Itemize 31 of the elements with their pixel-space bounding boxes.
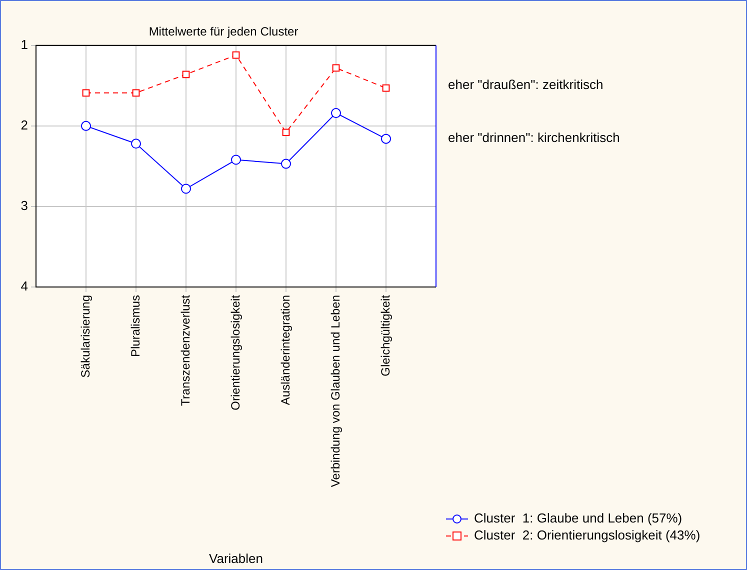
- point: [231, 154, 241, 165]
- point: [282, 128, 290, 136]
- text: eher "draußen": zeitkritisch: [448, 76, 604, 92]
- point: [381, 134, 391, 144]
- point: [132, 89, 140, 97]
- point: [232, 51, 240, 59]
- point: [382, 84, 390, 92]
- point: [81, 120, 91, 131]
- x-axis-title: Variablen: [209, 550, 263, 566]
- x-tick-label: Säkularisierung: [78, 295, 92, 378]
- x-tick-label: Transzendenzverlust: [178, 294, 192, 406]
- legend-label: Cluster 2: Orientierungslosigkeit (43%): [474, 528, 700, 543]
- x-tick-label: Gleichgültigkeit: [378, 294, 392, 376]
- point: [131, 138, 141, 149]
- y-tick-label: 1: [20, 36, 28, 52]
- chart-title: Mittelwerte für jeden Cluster: [148, 24, 298, 39]
- point: [332, 64, 340, 72]
- point: [181, 184, 191, 194]
- x-tick-label: Ausländerintegration: [278, 295, 292, 406]
- y-tick-label: 2: [20, 118, 28, 133]
- y-tick-label: 4: [20, 278, 28, 294]
- point: [182, 70, 190, 78]
- y-tick-label: 3: [20, 198, 28, 214]
- point: [281, 158, 291, 169]
- legend-label: Cluster 1: Glaube und Leben (57%): [474, 510, 682, 526]
- text: eher "drinnen": kirchenkritisch: [448, 130, 620, 145]
- point: [331, 108, 341, 118]
- point: [82, 89, 90, 97]
- x-tick-label: Orientierungslosigkeit: [228, 294, 242, 410]
- x-tick-label: Verbindung von Glauben und Leben: [328, 295, 342, 488]
- x-tick-label: Pluralismus: [128, 295, 142, 358]
